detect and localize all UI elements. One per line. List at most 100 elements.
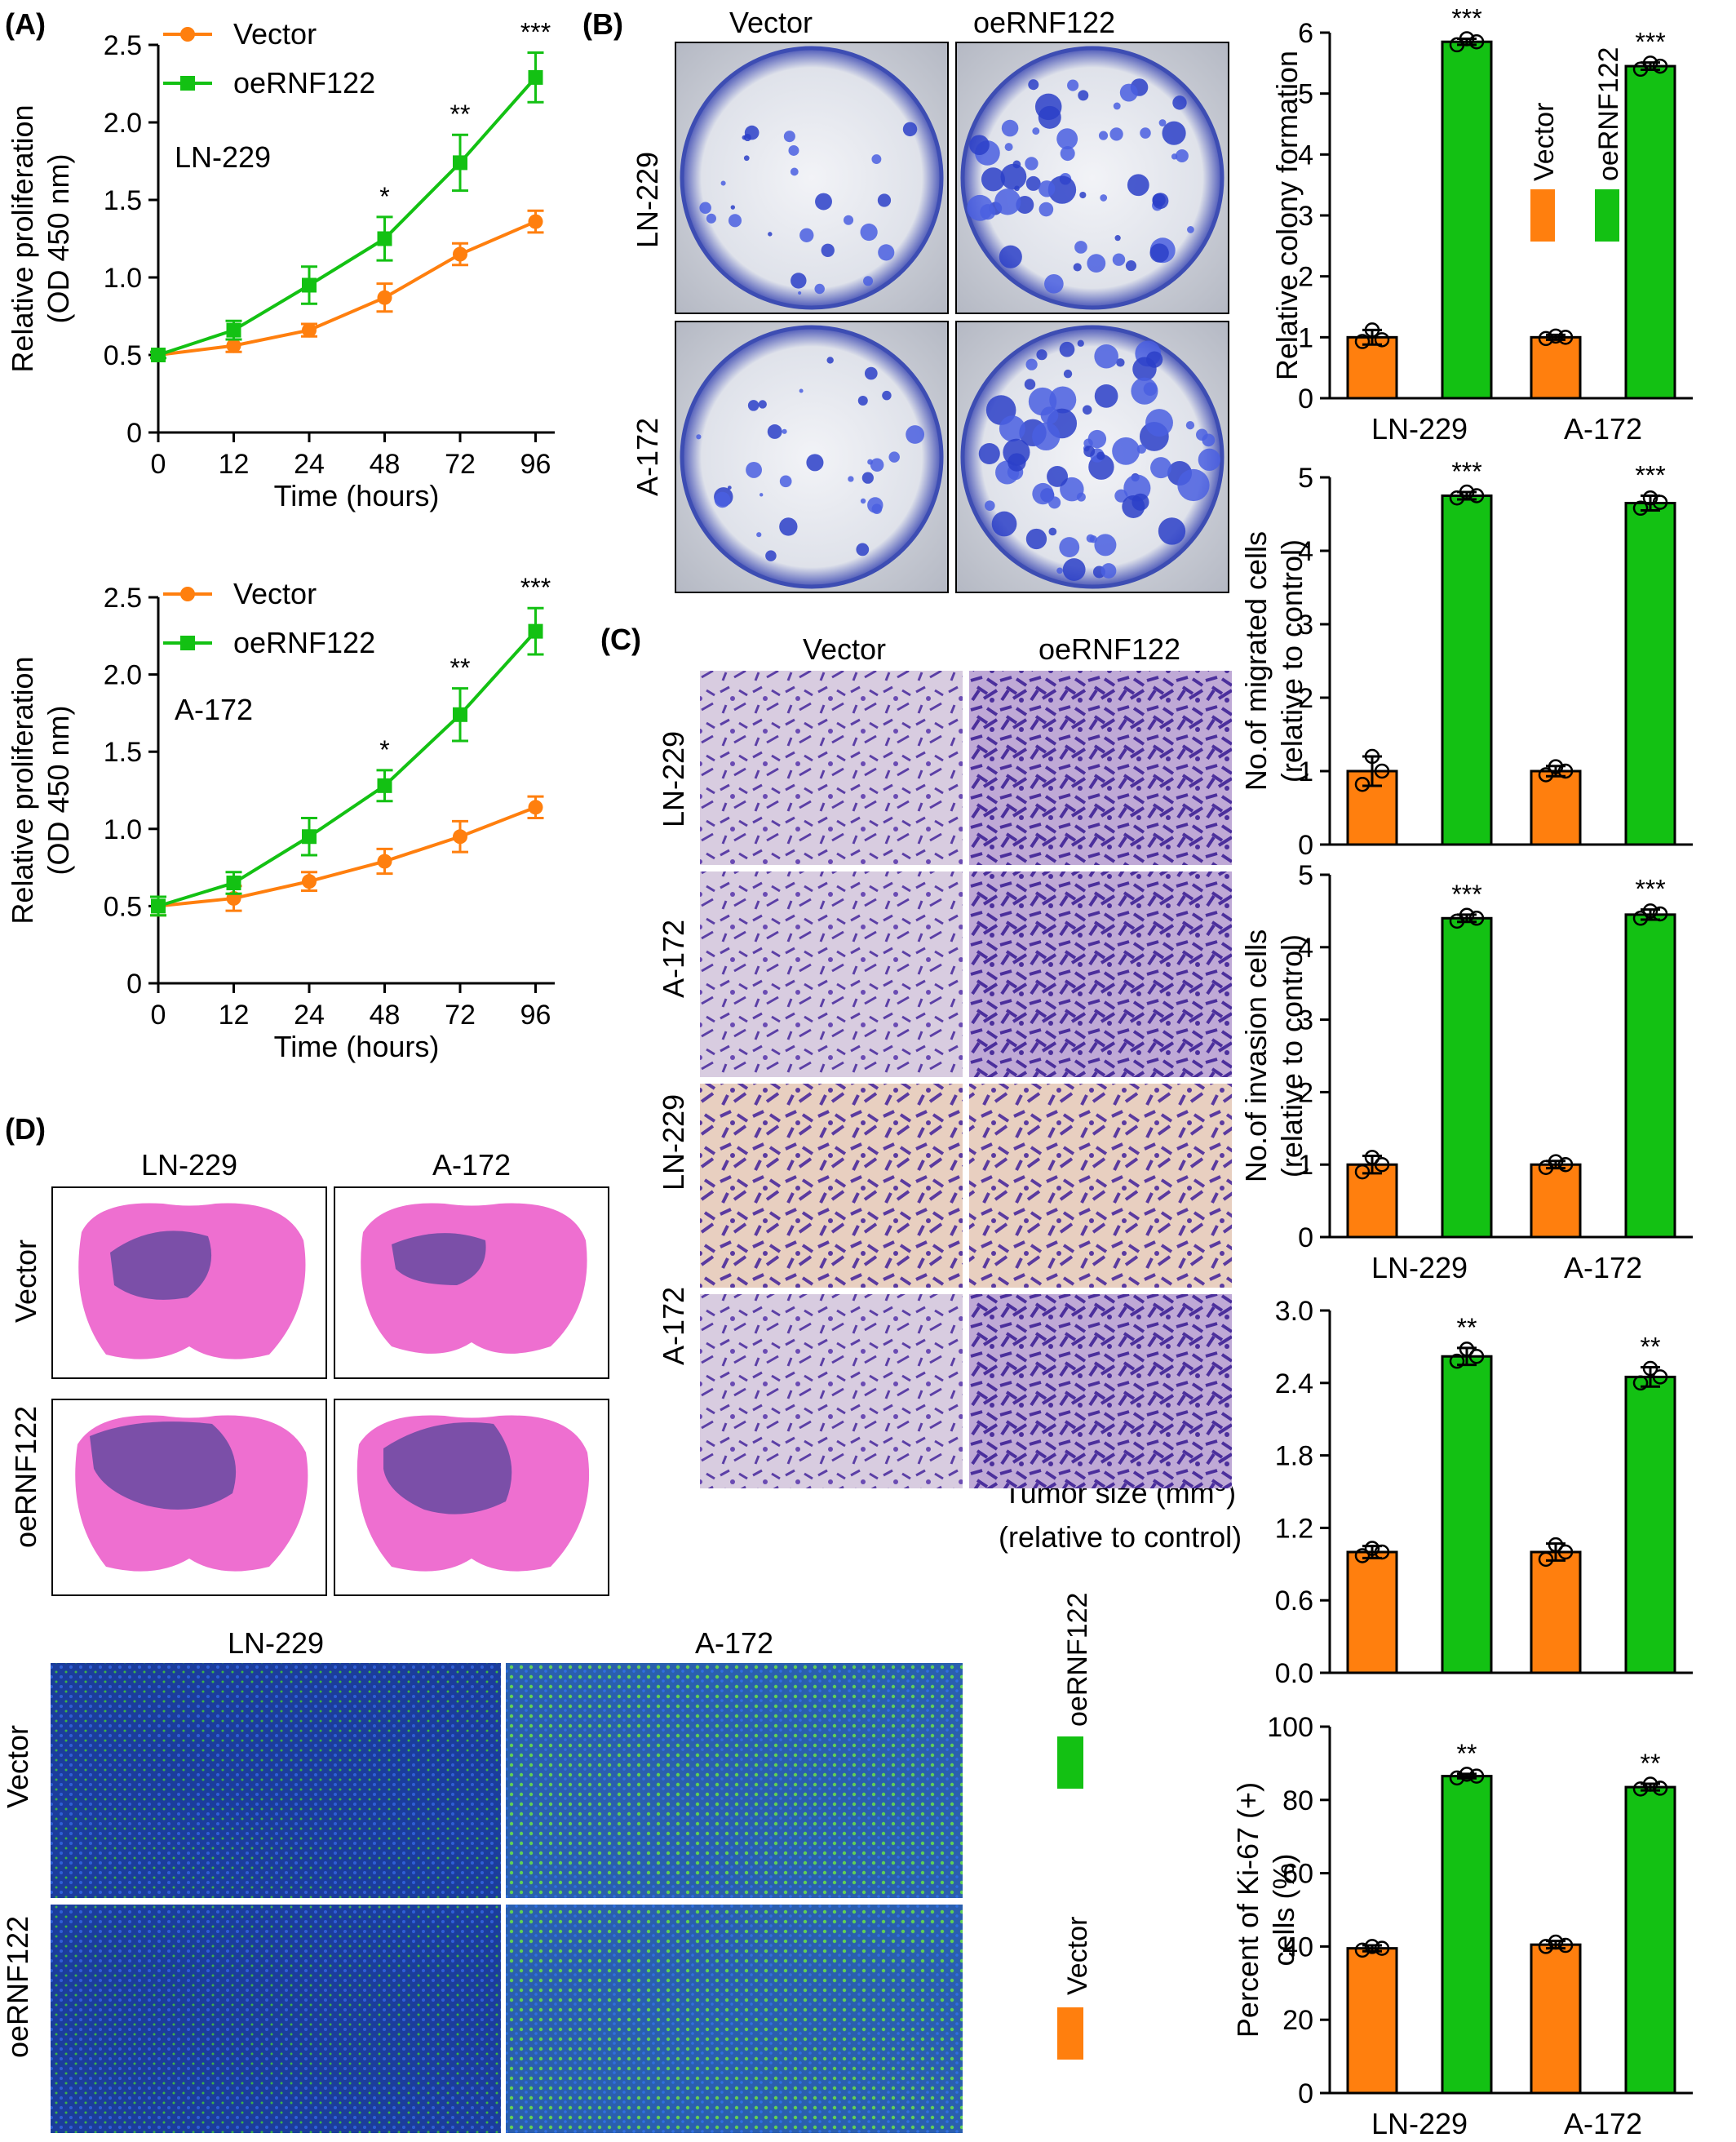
brain-section — [78, 1203, 306, 1359]
colony — [826, 357, 834, 364]
panel-label-d: (D) — [5, 1112, 46, 1146]
colony — [1131, 377, 1158, 405]
colony — [727, 486, 732, 490]
colony-images: Vector oeRNF122 LN-229 A-172 — [631, 6, 1229, 593]
legend-label-vector: Vector — [1062, 1917, 1093, 1995]
replicate-point — [1374, 1156, 1390, 1173]
transwell-images: Vector oeRNF122 LN-229 A-172 LN-229 A-17… — [657, 632, 1232, 1488]
transwell-row-label-2: A-172 — [657, 920, 690, 998]
data-point — [528, 69, 543, 85]
chart-migration: 0 1 2 3 4 5 *** *** No.of migrated cells (relativ… — [1239, 457, 1693, 861]
colony — [728, 214, 742, 228]
bar — [1624, 1785, 1676, 2095]
colony — [783, 131, 795, 143]
x-tick-label: 48 — [370, 1000, 401, 1031]
legend-label-vector: Vector — [1529, 103, 1560, 181]
colony — [759, 493, 764, 497]
colony — [861, 472, 874, 484]
colony — [1087, 429, 1107, 449]
he-col-label-ln229: LN-229 — [141, 1148, 237, 1182]
data-point — [453, 246, 467, 262]
colony — [1032, 422, 1061, 451]
colony — [790, 167, 799, 176]
replicate-point — [1538, 1551, 1554, 1568]
replicate-point — [1557, 1544, 1574, 1560]
bar — [1346, 1550, 1398, 1674]
replicate-point — [1652, 906, 1668, 922]
transwell-col-label-vector: Vector — [803, 632, 886, 666]
significance-label: ** — [1457, 1739, 1477, 1768]
colony — [871, 154, 882, 164]
colony — [1077, 339, 1084, 347]
y-tick-label: 4 — [1298, 140, 1313, 171]
significance-label: ** — [450, 100, 471, 129]
y-tick-label: 0.0 — [1275, 1658, 1313, 1689]
legend-swatch-vector — [1530, 189, 1555, 242]
colony — [1038, 105, 1061, 129]
colony-col-label-oe: oeRNF122 — [973, 6, 1115, 39]
y-tick-label: 80 — [1282, 1785, 1313, 1816]
y-tick-label: 2.5 — [104, 583, 142, 614]
replicate-point — [1642, 490, 1658, 506]
data-point — [151, 348, 166, 362]
colony — [1028, 79, 1039, 91]
transwell-row-label-1: LN-229 — [657, 731, 690, 827]
data-point — [302, 874, 317, 889]
replicate-point — [1548, 1934, 1564, 1950]
replicate-point — [1449, 1353, 1465, 1369]
y-tick-label: 0 — [126, 418, 142, 449]
replicate-point — [1364, 748, 1380, 765]
colony — [1025, 358, 1038, 370]
brain-section — [361, 1203, 587, 1354]
replicate-point — [1459, 1767, 1475, 1782]
colony — [1049, 386, 1077, 414]
colony — [730, 205, 736, 210]
if-image — [51, 1905, 501, 2133]
series-line — [157, 76, 537, 357]
colony — [788, 144, 799, 156]
colony — [906, 425, 925, 444]
y-tick-label: 100 — [1267, 1712, 1313, 1743]
replicate-point — [1468, 1348, 1485, 1364]
colony — [878, 244, 895, 261]
colony — [1145, 351, 1163, 368]
significance-label: *** — [1451, 457, 1481, 486]
category-label: A-172 — [1564, 412, 1642, 446]
colony — [1125, 260, 1136, 272]
significance-label: ** — [1641, 1333, 1661, 1362]
y-tick-label: 2.4 — [1275, 1368, 1313, 1399]
replicate-point — [1354, 1942, 1371, 1958]
colony — [1062, 558, 1086, 581]
x-tick-label: 96 — [520, 1000, 551, 1031]
colony — [1000, 163, 1027, 190]
data-point — [453, 155, 467, 171]
transwell-image — [700, 671, 963, 865]
y-tick-label: 4 — [1298, 933, 1313, 964]
colony — [1112, 253, 1126, 266]
y-tick-label: 0 — [1298, 384, 1313, 415]
replicate-point — [1538, 330, 1554, 347]
y-axis-label: No.of invasion cells — [1239, 929, 1273, 1182]
chart-colony-formation: 0 1 2 3 4 5 6 LN-229 *** A-172 *** Relative colony … — [1270, 3, 1693, 446]
colony — [1063, 369, 1073, 379]
transwell-image — [969, 1084, 1232, 1288]
replicate-point — [1459, 1342, 1475, 1357]
bar — [1346, 1947, 1398, 2095]
colony — [1100, 563, 1117, 579]
significance-label: * — [379, 182, 389, 211]
colony — [1096, 451, 1105, 460]
colony — [815, 193, 832, 211]
colony-row-label-a172: A-172 — [631, 418, 664, 496]
colony — [696, 434, 702, 440]
y-axis-label: cells (%) — [1267, 1853, 1300, 1966]
data-point — [377, 231, 392, 246]
data-point — [226, 338, 241, 353]
colony — [1067, 79, 1079, 91]
data-point — [377, 854, 392, 869]
y-tick-label: 60 — [1282, 1859, 1313, 1890]
y-axis-label: (relative to control) — [999, 1520, 1242, 1554]
colony — [1056, 128, 1078, 150]
y-axis-label: Relative proliferation — [6, 104, 39, 372]
replicate-point — [1548, 1154, 1564, 1169]
colony — [1024, 379, 1036, 390]
